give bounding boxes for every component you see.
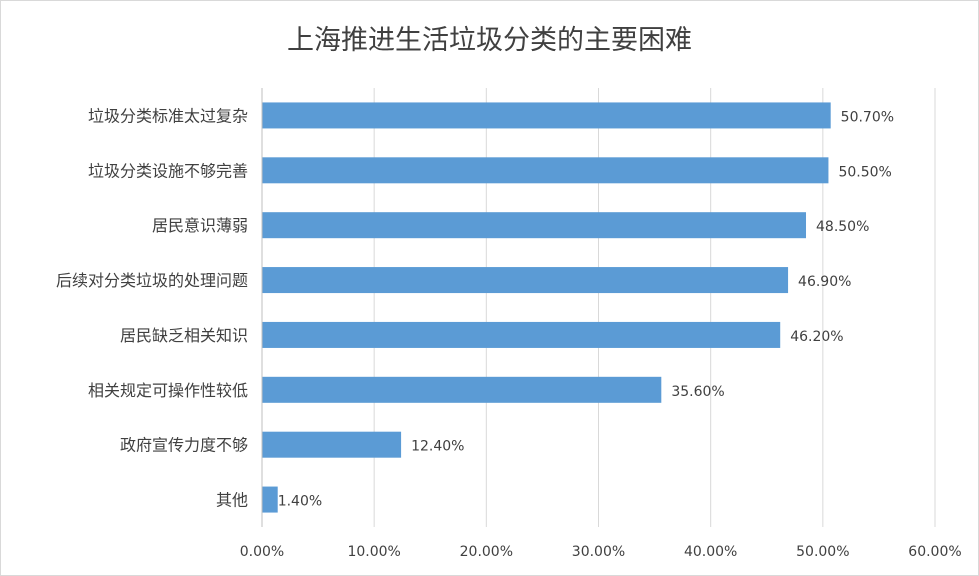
category-label: 垃圾分类设施不够完善	[88, 161, 248, 180]
category-label: 垃圾分类标准太过复杂	[88, 106, 248, 125]
category-label: 相关规定可操作性较低	[88, 381, 248, 400]
data-label: 1.40%	[278, 494, 322, 510]
data-label: 46.20%	[790, 329, 843, 345]
data-label: 50.50%	[838, 164, 891, 180]
bar	[262, 321, 781, 348]
data-label: 12.40%	[411, 439, 464, 455]
x-tick-label: 0.00%	[240, 544, 284, 560]
data-label: 46.90%	[798, 274, 851, 290]
x-tick-label: 60.00%	[908, 544, 961, 560]
bar	[262, 267, 789, 294]
bar	[262, 431, 402, 458]
category-label: 其他	[216, 491, 248, 510]
gridlines	[373, 88, 936, 527]
x-tick-label: 40.00%	[684, 544, 737, 560]
data-label: 35.60%	[671, 384, 724, 400]
x-tick-label: 20.00%	[460, 544, 513, 560]
x-tick-label: 50.00%	[796, 544, 849, 560]
category-label: 后续对分类垃圾的处理问题	[56, 271, 248, 290]
data-labels: 50.70% 50.50% 48.50% 46.90% 46.20% 35.60% 12.4…	[278, 109, 894, 509]
category-label: 政府宣传力度不够	[120, 436, 248, 455]
category-labels: 垃圾分类标准太过复杂垃圾分类设施不够完善居民意识薄弱后续对分类垃圾的处理问题居民…	[56, 106, 248, 509]
chart-title: 上海推进生活垃圾分类的主要困难	[287, 25, 692, 56]
x-tick-label: 30.00%	[572, 544, 625, 560]
bar	[262, 486, 278, 513]
x-tick-labels: 0.00% 10.00% 20.00% 30.00% 40.00% 50.00% 60.00…	[240, 544, 962, 560]
bar	[262, 102, 831, 129]
category-label: 居民缺乏相关知识	[120, 326, 248, 345]
bar	[262, 376, 662, 403]
category-label: 居民意识薄弱	[152, 216, 248, 235]
bar	[262, 212, 807, 239]
data-label: 50.70%	[841, 109, 894, 125]
x-tick-label: 10.00%	[347, 544, 400, 560]
bars	[262, 102, 831, 513]
data-label: 48.50%	[816, 219, 869, 235]
bar	[262, 157, 829, 184]
